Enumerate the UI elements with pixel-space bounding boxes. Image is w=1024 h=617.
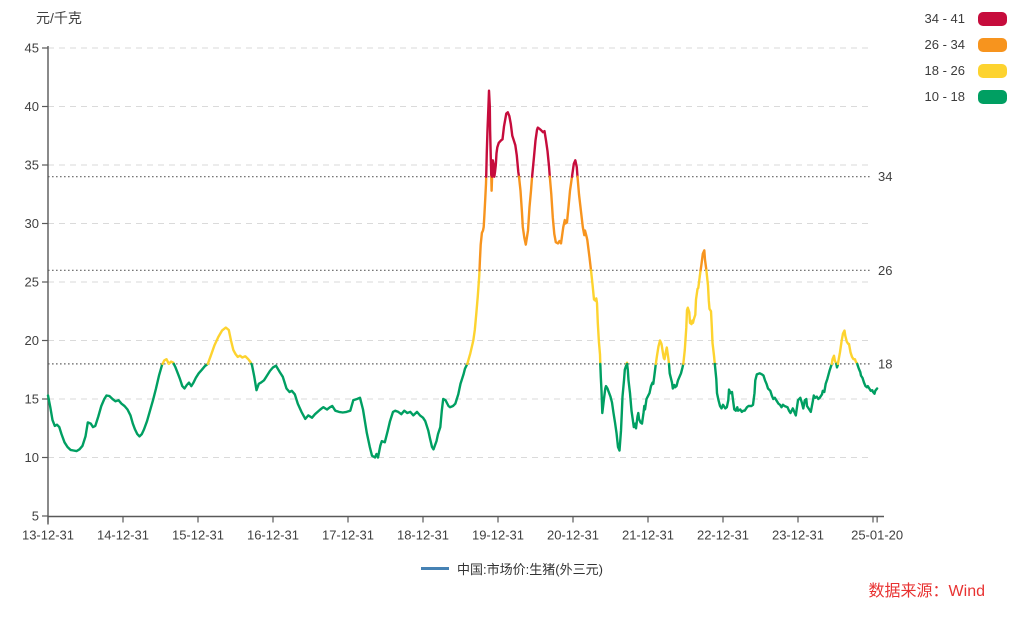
axes: 5 10 15 20 25 30 35 40 45 13-12-31 14-12-31 15-12-3… <box>22 41 903 543</box>
svg-text:25-01-20: 25-01-20 <box>851 528 903 543</box>
svg-text:15: 15 <box>25 392 39 407</box>
band-color-swatch <box>978 63 1007 78</box>
svg-text:15-12-31: 15-12-31 <box>172 528 224 543</box>
band-legend-item: 34 - 41 <box>925 11 1007 26</box>
svg-text:30: 30 <box>25 216 39 231</box>
svg-text:10: 10 <box>25 450 39 465</box>
band-label: 10 - 18 <box>924 89 965 104</box>
y-axis-unit-label: 元/千克 <box>36 10 82 26</box>
svg-text:18: 18 <box>878 356 892 371</box>
svg-text:20-12-31: 20-12-31 <box>547 528 599 543</box>
svg-text:26: 26 <box>878 263 892 278</box>
band-color-swatch <box>978 37 1007 52</box>
data-source-label: 数据来源：Wind <box>868 583 985 600</box>
series-legend: 中国:市场价:生猪(外三元) <box>0 559 1024 578</box>
band-color-swatch <box>978 89 1007 104</box>
svg-text:17-12-31: 17-12-31 <box>322 528 374 543</box>
svg-text:14-12-31: 14-12-31 <box>97 528 149 543</box>
svg-text:19-12-31: 19-12-31 <box>472 528 524 543</box>
svg-text:35: 35 <box>25 158 39 173</box>
band-legend-item: 10 - 18 <box>925 89 1007 104</box>
svg-text:5: 5 <box>32 509 39 524</box>
svg-text:21-12-31: 21-12-31 <box>622 528 674 543</box>
svg-text:40: 40 <box>25 99 39 114</box>
svg-text:22-12-31: 22-12-31 <box>697 528 749 543</box>
svg-text:16-12-31: 16-12-31 <box>247 528 299 543</box>
price-band-legend: 34 - 41 26 - 34 18 - 26 10 - 18 <box>925 11 1007 104</box>
gridlines: 34 26 18 <box>48 47 892 458</box>
svg-text:18-12-31: 18-12-31 <box>397 528 449 543</box>
svg-text:25: 25 <box>25 275 39 290</box>
svg-text:20: 20 <box>25 333 39 348</box>
band-label: 26 - 34 <box>924 37 965 52</box>
price-line <box>46 89 879 459</box>
band-legend-item: 18 - 26 <box>925 63 1007 78</box>
series-name-label: 中国:市场价:生猪(外三元) <box>457 562 603 577</box>
band-color-swatch <box>978 11 1007 26</box>
band-label: 18 - 26 <box>924 63 965 78</box>
svg-text:34: 34 <box>878 169 892 184</box>
band-label: 34 - 41 <box>924 11 965 26</box>
band-legend-item: 26 - 34 <box>925 37 1007 52</box>
series-line-swatch <box>421 567 450 570</box>
svg-text:13-12-31: 13-12-31 <box>22 528 74 543</box>
svg-text:23-12-31: 23-12-31 <box>772 528 824 543</box>
svg-text:45: 45 <box>25 41 39 56</box>
